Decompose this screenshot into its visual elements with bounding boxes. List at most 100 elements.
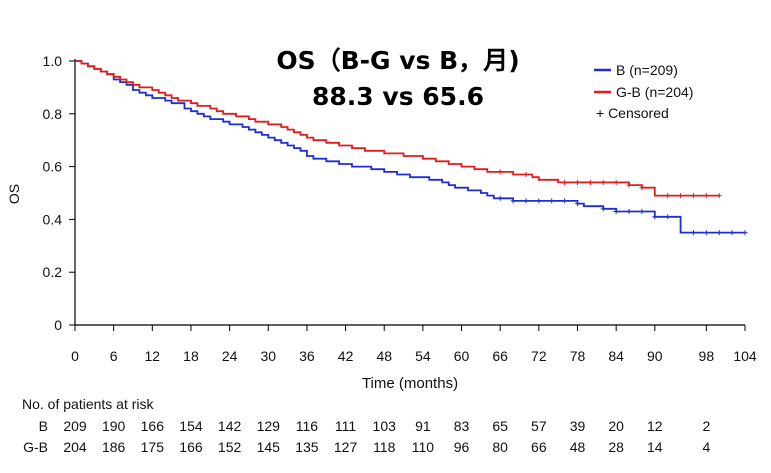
at-risk-count: 186 — [102, 439, 126, 455]
y-axis-label: OS — [6, 184, 22, 204]
x-tick-label: 30 — [260, 348, 276, 364]
series-layer — [75, 60, 748, 236]
at-risk-count: 116 — [296, 418, 319, 434]
at-risk-count: 142 — [218, 418, 242, 434]
at-risk-count: 20 — [608, 418, 624, 434]
at-risk-count: 80 — [492, 439, 508, 455]
x-tick-label: 24 — [222, 348, 238, 364]
x-tick-label: 72 — [531, 348, 547, 364]
y-tick-label: 0.2 — [43, 264, 63, 280]
at-risk-count: 12 — [647, 418, 663, 434]
legend-label-g-b: G-B (n=204) — [616, 84, 693, 100]
at-risk-count: 190 — [102, 418, 126, 434]
x-tick-label: 6 — [110, 348, 118, 364]
at-risk-count: 83 — [454, 418, 470, 434]
censor-mark-g-b — [497, 169, 503, 175]
legend-label-b: B (n=209) — [616, 62, 678, 78]
y-tick-label: 0.8 — [43, 106, 63, 122]
at-risk-row-label: B — [39, 418, 48, 434]
censor-mark-b — [497, 195, 503, 201]
at-risk-count: 57 — [531, 418, 547, 434]
censor-mark-b — [665, 214, 671, 220]
censor-mark-b — [510, 198, 516, 204]
at-risk-count: 135 — [295, 439, 319, 455]
x-axis-label: Time (months) — [362, 375, 458, 392]
y-tick-label: 0.4 — [43, 211, 63, 227]
at-risk-count: 154 — [179, 418, 203, 434]
censor-mark-b — [716, 230, 722, 236]
at-risk-count: 175 — [141, 439, 165, 455]
chart-title: OS（B-G vs B，月) — [276, 46, 519, 75]
at-risk-count: 129 — [257, 418, 281, 434]
title-block: OS（B-G vs B，月) 88.3 vs 65.6 — [276, 46, 519, 111]
censor-mark-g-b — [639, 185, 645, 191]
series-line-g-b — [75, 60, 720, 197]
censor-mark-g-b — [562, 179, 568, 185]
at-risk-count: 4 — [702, 439, 710, 455]
at-risk-count: 166 — [179, 439, 203, 455]
censor-mark-g-b — [587, 179, 593, 185]
at-risk-count: 118 — [373, 439, 396, 455]
censor-mark-b — [549, 198, 555, 204]
at-risk-row-label: G-B — [23, 439, 48, 455]
censor-mark-b — [523, 198, 529, 204]
legend-censored: + Censored — [596, 105, 669, 121]
censor-mark-g-b — [600, 179, 606, 185]
at-risk-count: 152 — [218, 439, 242, 455]
at-risk-count: 91 — [415, 418, 431, 434]
censor-mark-b — [613, 208, 619, 214]
censor-mark-g-b — [703, 193, 709, 199]
censor-mark-g-b — [690, 193, 696, 199]
at-risk-count: 66 — [531, 439, 547, 455]
censor-mark-g-b — [678, 193, 684, 199]
censor-mark-g-b — [626, 182, 632, 188]
censor-mark-b — [575, 201, 580, 207]
censor-mark-g-b — [716, 193, 722, 199]
censor-mark-g-b — [575, 179, 580, 185]
x-tick-label: 12 — [145, 348, 161, 364]
censor-mark-b — [639, 208, 645, 214]
axes: 0 6 12 18 24 30 36 42 48 54 60 66 72 78 84 90 98 104 0 0.2 0… — [6, 53, 757, 392]
x-tick-label: 48 — [376, 348, 392, 364]
x-tick-label: 78 — [570, 348, 586, 364]
at-risk-count: 110 — [412, 439, 435, 455]
at-risk-count: 48 — [570, 439, 586, 455]
at-risk-count: 209 — [63, 418, 87, 434]
censor-mark-b — [703, 230, 709, 236]
censor-mark-b — [729, 230, 735, 236]
x-tick-label: 90 — [647, 348, 663, 364]
x-tick-label: 54 — [415, 348, 431, 364]
censor-mark-b — [626, 208, 632, 214]
censor-mark-b — [536, 198, 542, 204]
at-risk-count: 127 — [334, 439, 358, 455]
y-tick-label: 1.0 — [43, 53, 63, 69]
censor-mark-g-b — [613, 179, 619, 185]
y-tick-label: 0 — [54, 317, 62, 333]
x-tick-label: 60 — [454, 348, 470, 364]
x-tick-label: 42 — [338, 348, 354, 364]
censor-mark-b — [600, 206, 606, 212]
at-risk-count: 103 — [373, 418, 397, 434]
x-tick-label: 98 — [699, 348, 715, 364]
at-risk-count: 204 — [63, 439, 87, 455]
chart-subtitle: 88.3 vs 65.6 — [312, 82, 484, 111]
x-tick-label: 0 — [71, 348, 79, 364]
censor-mark-b — [562, 198, 568, 204]
x-tick-label: 66 — [492, 348, 508, 364]
at-risk-count: 65 — [492, 418, 508, 434]
censor-mark-g-b — [665, 193, 671, 199]
at-risk-count: 166 — [141, 418, 165, 434]
at-risk-count: 2 — [702, 418, 710, 434]
x-tick-label: 84 — [608, 348, 624, 364]
x-tick-label: 18 — [183, 348, 199, 364]
x-tick-label: 104 — [733, 348, 757, 364]
legend: B (n=209) G-B (n=204) + Censored — [594, 62, 693, 121]
at-risk-count: 14 — [647, 439, 663, 455]
at-risk-count: 96 — [454, 439, 470, 455]
at-risk-count: 145 — [257, 439, 281, 455]
censor-mark-b — [690, 230, 696, 236]
at-risk-count: 111 — [335, 418, 356, 434]
at-risk-header: No. of patients at risk — [22, 396, 155, 412]
